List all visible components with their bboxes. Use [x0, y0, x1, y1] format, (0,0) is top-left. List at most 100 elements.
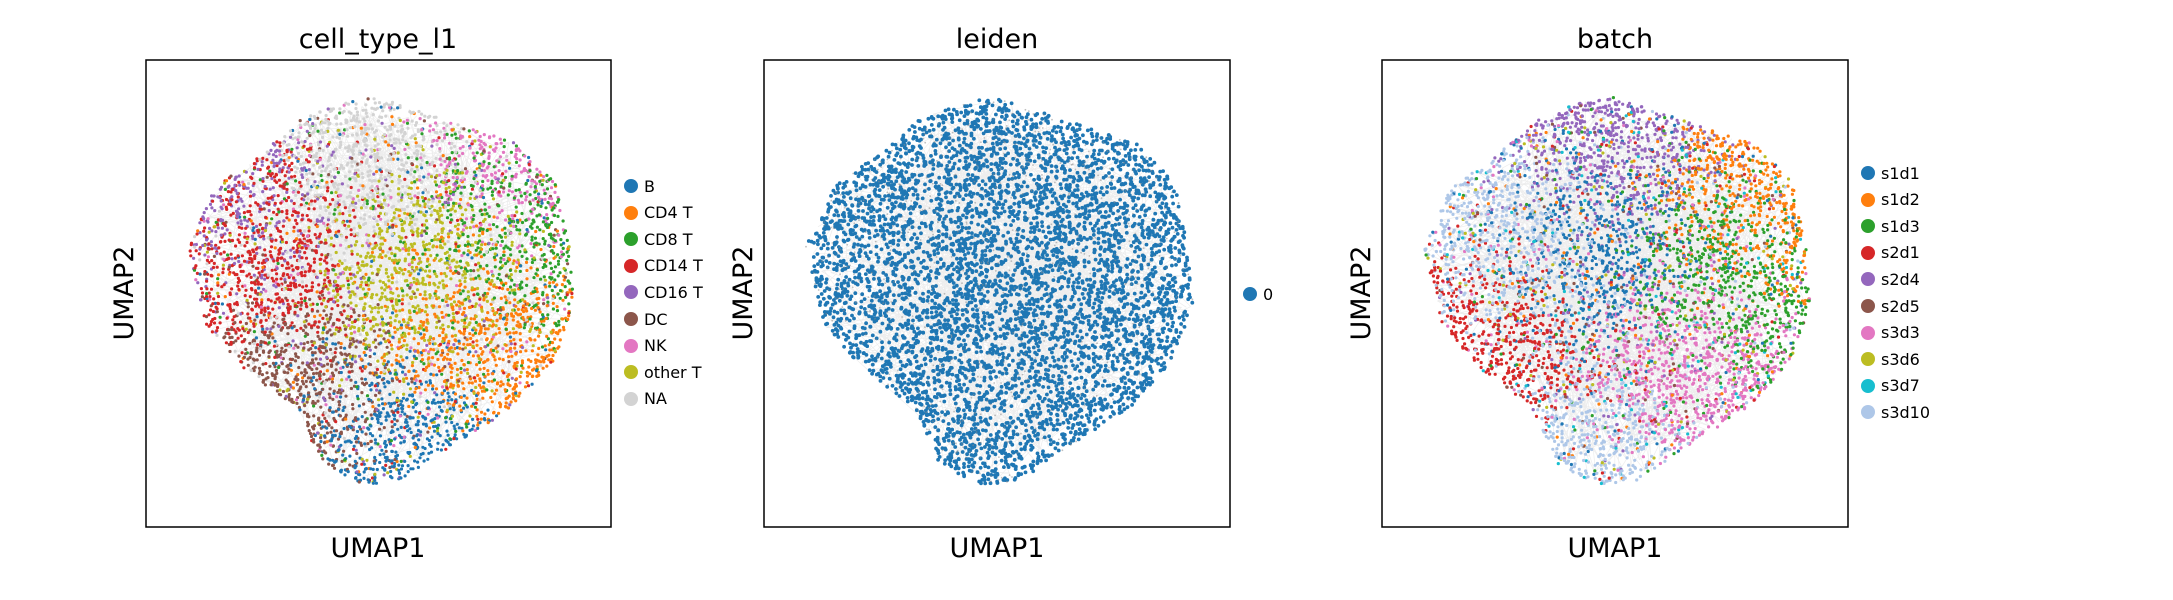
cell-point	[284, 296, 288, 300]
cell-point	[440, 315, 445, 319]
cell-point	[427, 338, 431, 342]
cell-point	[412, 242, 416, 246]
cell-point	[405, 356, 409, 360]
cell-point	[354, 179, 358, 183]
cell-point	[368, 383, 372, 388]
cell-point	[427, 350, 431, 354]
cell-point	[450, 334, 454, 338]
cell-point	[325, 431, 329, 435]
cell-point	[417, 174, 422, 178]
cell-point	[451, 403, 456, 407]
cell-point	[523, 300, 527, 304]
cell-point	[483, 360, 487, 364]
cell-point	[411, 436, 415, 440]
cell-point	[448, 266, 452, 270]
cell-point	[402, 320, 406, 324]
cell-point	[331, 289, 336, 293]
cell-point	[343, 128, 347, 132]
cell-point	[376, 303, 380, 307]
cell-point	[466, 290, 470, 294]
cell-point	[561, 317, 565, 321]
cell-point	[326, 362, 330, 366]
cell-point	[264, 362, 268, 366]
cell-point	[285, 187, 289, 192]
cell-point	[378, 227, 382, 231]
cell-point	[333, 208, 337, 212]
cell-point	[422, 175, 426, 179]
cell-point	[459, 197, 463, 202]
cell-point	[527, 155, 531, 160]
cell-point	[414, 144, 418, 148]
cell-point	[566, 317, 570, 321]
cell-point	[478, 421, 482, 425]
cell-point	[297, 141, 301, 145]
cell-point	[296, 301, 300, 305]
cell-point	[441, 227, 445, 231]
cell-point	[273, 143, 277, 147]
cell-point	[388, 138, 392, 142]
cell-point	[305, 214, 309, 218]
cell-point	[551, 307, 556, 311]
cell-point	[363, 213, 367, 217]
cell-point	[275, 272, 279, 276]
cell-point	[438, 405, 442, 409]
cell-point	[434, 156, 438, 160]
cell-point	[447, 156, 452, 160]
cell-point	[404, 248, 408, 252]
cell-point	[362, 476, 366, 480]
cell-point	[364, 256, 368, 260]
cell-point	[564, 295, 568, 299]
cell-point	[265, 150, 269, 154]
cell-point	[514, 367, 518, 371]
cell-point	[376, 119, 381, 123]
cell-point	[478, 143, 482, 147]
cell-point	[449, 370, 453, 374]
cell-point	[426, 430, 430, 434]
cell-point	[303, 203, 307, 207]
cell-point	[372, 352, 377, 356]
cell-point	[392, 141, 396, 145]
cell-point	[449, 218, 453, 222]
cell-point	[372, 179, 376, 183]
cell-point	[456, 244, 460, 249]
cell-point	[417, 386, 421, 390]
cell-point	[418, 307, 422, 311]
cell-point	[436, 432, 440, 436]
cell-point	[402, 379, 406, 384]
cell-point	[255, 346, 259, 350]
cell-point	[412, 276, 416, 281]
cell-point	[347, 323, 351, 328]
cell-point	[438, 200, 442, 204]
cell-point	[282, 350, 286, 354]
cell-point	[498, 331, 502, 335]
cell-point	[512, 174, 517, 178]
cell-point	[530, 306, 534, 311]
cell-point	[495, 382, 499, 386]
cell-point	[410, 225, 414, 229]
cell-point	[570, 287, 575, 291]
cell-point	[553, 278, 557, 282]
cell-point	[239, 219, 243, 223]
cell-point	[520, 345, 525, 350]
cell-point	[358, 425, 362, 429]
cell-point	[407, 369, 411, 373]
cell-point	[502, 250, 506, 254]
cell-point	[491, 197, 496, 201]
cell-point	[462, 127, 466, 131]
cell-point	[507, 221, 511, 225]
cell-point	[545, 213, 549, 217]
cell-point	[267, 336, 271, 340]
cell-point	[316, 334, 320, 338]
cell-point	[544, 348, 548, 352]
cell-point	[398, 118, 402, 123]
cell-point	[472, 225, 476, 229]
cell-point	[390, 363, 394, 367]
cell-point	[457, 264, 461, 268]
cell-point	[406, 170, 410, 174]
cell-point	[486, 187, 490, 191]
cell-point	[449, 277, 453, 281]
cell-point	[258, 210, 262, 214]
cell-point	[328, 122, 332, 126]
cell-point	[287, 393, 291, 397]
cell-point	[385, 352, 389, 356]
